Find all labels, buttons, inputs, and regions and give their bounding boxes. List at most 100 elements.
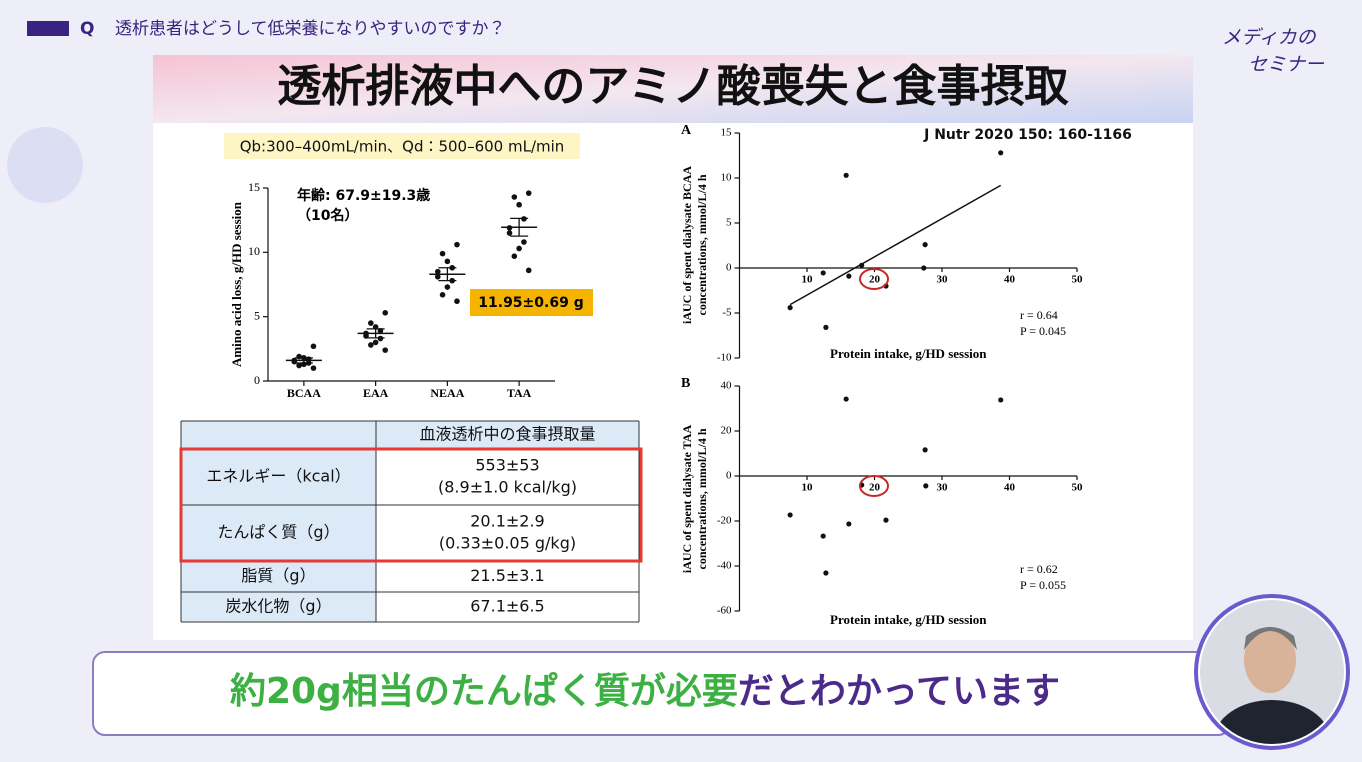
y-tick-label: -60 [717,605,732,617]
y-axis-label: Amino acid loss, g/HD session [229,201,244,367]
y-tick-label: 0 [726,262,732,274]
data-point [525,190,532,196]
y-tick-label: 10 [248,244,260,258]
data-point [843,396,849,402]
y-tick-label: 5 [726,217,732,229]
data-point [820,270,826,276]
row-label: エネルギー（kcal） [206,467,350,486]
presenter-hair [1244,627,1297,650]
data-point [922,242,928,248]
data-point [368,320,374,326]
x-tick-label: EAA [363,386,389,400]
y-tick-label: -20 [717,515,732,527]
x-tick-label: 50 [1072,274,1084,286]
x-tick-label: TAA [507,386,532,400]
panel-label: B [681,376,690,391]
data-point [310,365,317,371]
error-bar [294,357,313,364]
cell-value: 67.1±6.5 [470,597,544,616]
data-point [511,194,518,200]
data-point [883,517,889,523]
error-bar [438,267,457,282]
y-tick-label: 5 [254,308,260,322]
x-tick-label: 40 [1004,482,1016,494]
highlight-frame [179,447,643,563]
x-tick-label: 10 [802,274,814,286]
data-point [823,324,829,330]
row-label: 脂質（g） [241,566,315,585]
stat: P = 0.045 [1020,324,1066,338]
conditions-box [224,133,580,159]
highlight-ring [859,268,889,290]
data-point [310,343,317,350]
data-point [823,570,829,576]
data-point [296,362,302,369]
cell-value: (8.9±1.0 kcal/kg) [438,478,577,497]
data-point [434,268,441,275]
table-header-bg [181,421,639,449]
data-point [382,347,389,353]
y-axis-label: concentrations, mmol/L/4 h [695,174,709,315]
q-marker-bar [27,21,69,36]
trend-line [789,184,1002,306]
y-tick-label: 20 [721,425,733,437]
data-point [921,265,927,271]
presenter-video [1200,600,1344,744]
x-tick-label: 50 [1072,482,1084,494]
panel-label: A [681,123,692,138]
data-point [846,273,852,279]
highlight-label: 11.95±0.69 g [478,295,583,311]
y-tick-label: -5 [722,307,732,319]
data-point [444,258,451,265]
data-point [923,483,929,489]
data-point [368,342,374,348]
data-point [439,291,446,298]
data-point [859,262,865,268]
x-tick-label: 20 [869,274,881,286]
x-tick-label: 20 [869,482,881,494]
y-tick-label: -10 [717,352,732,364]
data-point [846,521,852,527]
logo: メディカの [1222,27,1317,49]
conditions: Qb:300–400mL/min、Qd：500–600 mL/min [240,138,565,156]
data-point [787,512,793,518]
table-header: 血液透析中の食事摂取量 [419,425,595,444]
title-banner [153,55,1193,123]
x-axis-label: Protein intake, g/HD session [830,612,987,627]
x-tick-label: 10 [802,482,814,494]
question: 透析患者はどうして低栄養になりやすいのですか？ [115,19,506,39]
data-point [922,447,928,453]
data-point [296,353,302,360]
row-label: たんぱく質（g） [217,523,339,542]
highlight-ring [859,475,889,497]
q-marker: Q [80,19,94,39]
annotation: 年齢: 67.9±19.3歳 [297,187,430,204]
data-point [511,253,518,259]
x-tick-label: 30 [937,274,949,286]
data-point [454,241,460,248]
data-point [454,298,460,305]
presenter-head [1244,627,1296,693]
data-point [998,150,1004,156]
data-point [516,245,522,252]
data-point [787,305,793,311]
data-point [521,239,527,245]
stat: r = 0.62 [1020,562,1058,576]
caption-highlight: 約20g相当のたんぱく質が必要 [230,671,738,712]
y-axis-label: concentrations, mmol/L/4 h [695,428,709,569]
y-tick-label: 10 [721,172,733,184]
annotation: （10名） [297,207,358,224]
error-bar [510,217,529,237]
cell-value: (0.33±0.05 g/kg) [439,534,576,553]
x-tick-label: BCAA [287,386,321,400]
cell-value: 20.1±2.9 [470,512,544,531]
x-axis-label: Protein intake, g/HD session [830,346,987,361]
data-point [444,284,451,290]
data-point [506,230,513,236]
y-tick-label: 0 [254,373,260,387]
y-tick-label: 15 [248,180,260,194]
x-tick-label: NEAA [430,386,464,400]
